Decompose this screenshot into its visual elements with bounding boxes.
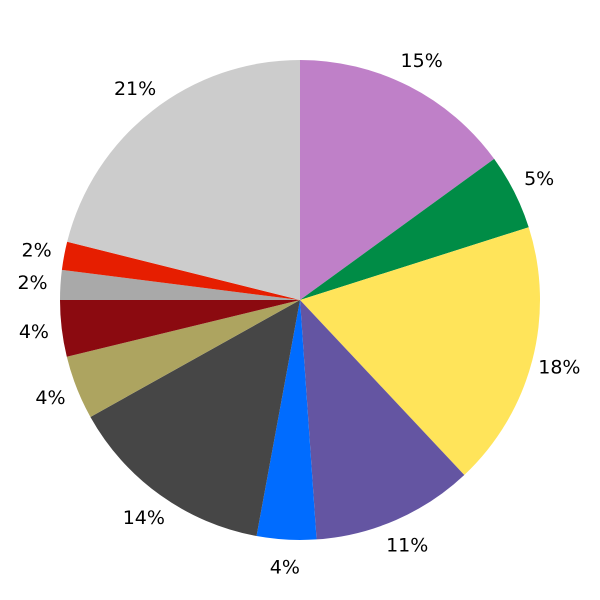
slice-label: 4% bbox=[19, 321, 49, 343]
pie-slice bbox=[60, 269, 300, 300]
slice-label: 14% bbox=[123, 507, 165, 529]
pie-slice bbox=[300, 158, 529, 300]
slice-label: 4% bbox=[270, 557, 300, 579]
slice-label: 18% bbox=[538, 356, 580, 378]
slice-label: 4% bbox=[35, 387, 65, 409]
slice-label: 11% bbox=[386, 535, 428, 557]
slice-label: 5% bbox=[524, 168, 554, 190]
slice-label: 15% bbox=[401, 50, 443, 72]
pie-slice bbox=[300, 227, 540, 475]
pie-slice bbox=[90, 300, 300, 537]
pie-slice bbox=[300, 60, 495, 300]
slice-label: 21% bbox=[114, 78, 156, 100]
pie-slice bbox=[66, 300, 301, 417]
pie-slice bbox=[60, 300, 300, 357]
pie-slice bbox=[300, 300, 465, 540]
pie-slice bbox=[256, 300, 317, 541]
slice-label: 2% bbox=[22, 240, 52, 262]
pie-slice bbox=[67, 60, 300, 300]
pie-slice bbox=[61, 241, 300, 300]
slice-label: 2% bbox=[17, 272, 47, 294]
